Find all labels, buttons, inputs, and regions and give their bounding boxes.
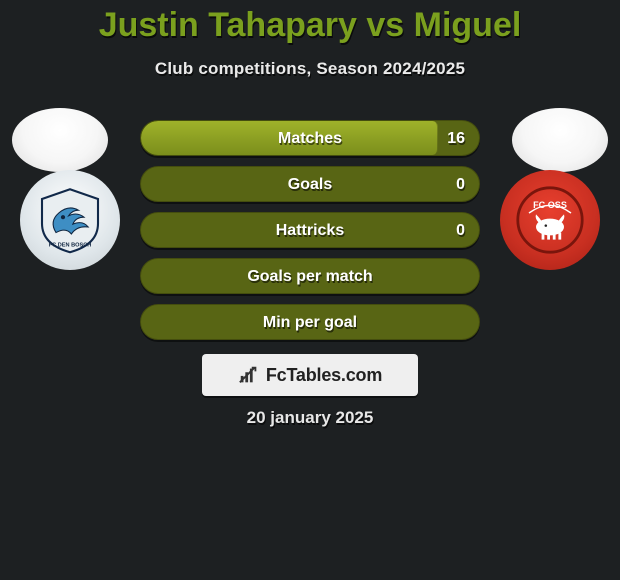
footer-date: 20 january 2025 <box>0 408 620 428</box>
stat-right-value: 0 <box>456 213 465 248</box>
stat-label: Min per goal <box>141 305 479 340</box>
stat-right-value: 0 <box>456 167 465 202</box>
club-crest-left: FC DEN BOSCH <box>20 170 120 270</box>
stat-label: Matches <box>141 121 479 156</box>
comparison-stats: Matches 16 Goals 0 Hattricks 0 Goals per… <box>140 120 480 350</box>
stat-label: Hattricks <box>141 213 479 248</box>
stat-row-goals-per-match: Goals per match <box>140 258 480 294</box>
context-subtitle: Club competitions, Season 2024/2025 <box>0 59 620 79</box>
fc-oss-crest-icon: FC OSS <box>515 185 585 255</box>
brand-card[interactable]: FcTables.com <box>202 354 418 396</box>
crest-right-text: FC OSS <box>533 200 567 210</box>
den-bosch-crest-icon: FC DEN BOSCH <box>35 185 105 255</box>
page-title: Justin Tahapary vs Miguel <box>0 0 620 45</box>
club-crest-right: FC OSS <box>500 170 600 270</box>
player-photo-right <box>512 108 608 172</box>
stat-right-value: 16 <box>447 121 465 156</box>
crest-left-text: FC DEN BOSCH <box>49 243 92 249</box>
stat-label: Goals <box>141 167 479 202</box>
stat-row-matches: Matches 16 <box>140 120 480 156</box>
stat-row-goals: Goals 0 <box>140 166 480 202</box>
stat-row-min-per-goal: Min per goal <box>140 304 480 340</box>
player-photo-left <box>12 108 108 172</box>
brand-label: FcTables.com <box>266 365 382 386</box>
bar-chart-icon <box>238 364 260 386</box>
stat-row-hattricks: Hattricks 0 <box>140 212 480 248</box>
stat-label: Goals per match <box>141 259 479 294</box>
